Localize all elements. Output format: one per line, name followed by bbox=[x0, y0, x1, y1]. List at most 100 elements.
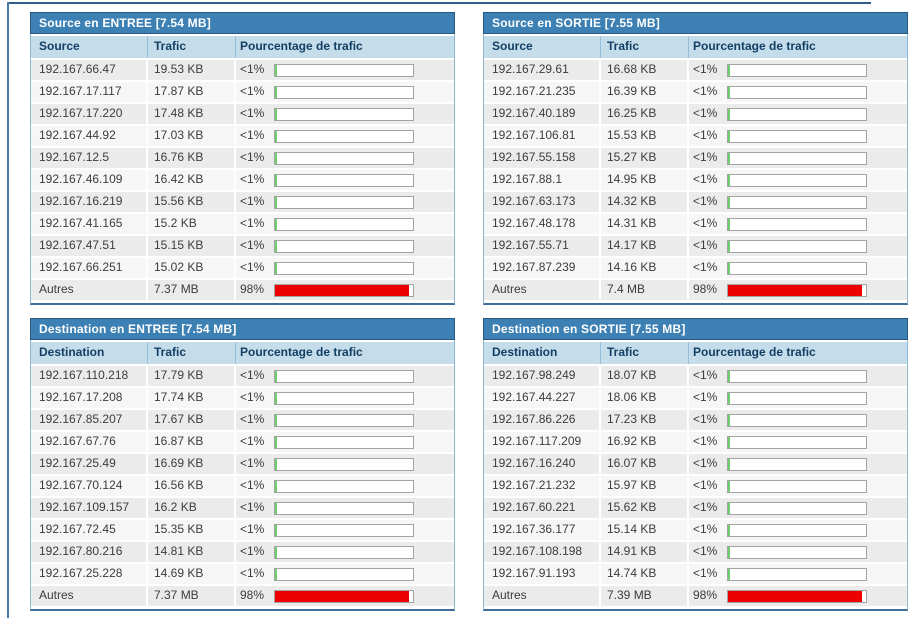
table-row: 192.167.86.226 17.23 KB <1% bbox=[484, 410, 907, 430]
traffic-percent: <1% bbox=[240, 106, 265, 120]
column-header-source: Destination bbox=[31, 342, 148, 364]
traffic-value: 16.87 KB bbox=[148, 432, 236, 452]
traffic-bar-fill bbox=[275, 480, 277, 492]
traffic-value: 14.17 KB bbox=[601, 236, 689, 256]
traffic-bar bbox=[274, 391, 414, 405]
traffic-bar-fill bbox=[728, 502, 730, 514]
traffic-bar-fill bbox=[728, 458, 730, 470]
host-address: 192.167.70.124 bbox=[31, 476, 148, 496]
traffic-bar bbox=[727, 567, 867, 581]
host-address: 192.167.88.1 bbox=[484, 170, 601, 190]
traffic-bar bbox=[274, 479, 414, 493]
traffic-bar-fill bbox=[728, 414, 730, 426]
traffic-bar-cell bbox=[274, 564, 454, 584]
traffic-value: 15.56 KB bbox=[148, 192, 236, 212]
table-title: Destination en ENTREE [7.54 MB] bbox=[39, 322, 237, 336]
traffic-bar-cell bbox=[274, 258, 454, 278]
table-title: Source en SORTIE [7.55 MB] bbox=[492, 16, 660, 30]
traffic-bar-fill bbox=[728, 262, 730, 274]
table-row: 192.167.108.198 14.91 KB <1% bbox=[484, 542, 907, 562]
traffic-value: 7.4 MB bbox=[601, 280, 689, 300]
table-row: Autres 7.39 MB 98% bbox=[484, 586, 907, 606]
traffic-percent: <1% bbox=[693, 84, 718, 98]
table-title-bar: Destination en SORTIE [7.55 MB] bbox=[483, 318, 908, 340]
column-header-traffic: Trafic bbox=[148, 342, 236, 364]
host-address: 192.167.60.221 bbox=[484, 498, 601, 518]
traffic-percent: <1% bbox=[693, 368, 718, 382]
traffic-value: 16.39 KB bbox=[601, 82, 689, 102]
traffic-value: 15.97 KB bbox=[601, 476, 689, 496]
traffic-percent: <1% bbox=[240, 194, 265, 208]
traffic-percent: 98% bbox=[240, 282, 265, 296]
traffic-table: Destination en ENTREE [7.54 MB] Destinat… bbox=[30, 318, 455, 611]
traffic-value: 7.37 MB bbox=[148, 586, 236, 606]
table-row: 192.167.109.157 16.2 KB <1% bbox=[31, 498, 454, 518]
traffic-bar-cell bbox=[727, 520, 907, 540]
traffic-bar bbox=[727, 63, 867, 77]
traffic-bar bbox=[274, 523, 414, 537]
traffic-bar bbox=[274, 107, 414, 121]
traffic-percent: <1% bbox=[693, 390, 718, 404]
table-row: 192.167.106.81 15.53 KB <1% bbox=[484, 126, 907, 146]
traffic-bar-cell bbox=[274, 432, 454, 452]
traffic-value: 19.53 KB bbox=[148, 60, 236, 80]
traffic-bar-fill bbox=[275, 152, 277, 164]
traffic-value: 14.91 KB bbox=[601, 542, 689, 562]
traffic-value: 15.02 KB bbox=[148, 258, 236, 278]
host-address: 192.167.106.81 bbox=[484, 126, 601, 146]
column-header-percentage: Pourcentage de trafic bbox=[240, 345, 363, 359]
traffic-bar-fill bbox=[275, 392, 277, 404]
traffic-percent: <1% bbox=[240, 368, 265, 382]
table-row: Autres 7.37 MB 98% bbox=[31, 280, 454, 300]
traffic-bar bbox=[727, 173, 867, 187]
traffic-percent: <1% bbox=[693, 500, 718, 514]
table-row: 192.167.25.228 14.69 KB <1% bbox=[31, 564, 454, 584]
host-address: 192.167.80.216 bbox=[31, 542, 148, 562]
traffic-bar-cell bbox=[727, 476, 907, 496]
traffic-percent: <1% bbox=[693, 522, 718, 536]
column-header-source: Destination bbox=[484, 342, 601, 364]
table-row: 192.167.44.92 17.03 KB <1% bbox=[31, 126, 454, 146]
column-header-percentage: Pourcentage de trafic bbox=[240, 39, 363, 53]
table-row: 192.167.80.216 14.81 KB <1% bbox=[31, 542, 454, 562]
traffic-percent: 98% bbox=[693, 588, 718, 602]
traffic-value: 15.35 KB bbox=[148, 520, 236, 540]
table-row: 192.167.60.221 15.62 KB <1% bbox=[484, 498, 907, 518]
traffic-bar bbox=[727, 107, 867, 121]
host-address: 192.167.66.251 bbox=[31, 258, 148, 278]
traffic-table: Source en SORTIE [7.55 MB] Source Trafic… bbox=[483, 12, 908, 305]
host-address: 192.167.63.173 bbox=[484, 192, 601, 212]
traffic-bar-cell bbox=[274, 82, 454, 102]
page-top-border-line bbox=[7, 2, 871, 4]
traffic-bar-cell bbox=[727, 214, 907, 234]
traffic-bar-fill bbox=[728, 64, 730, 76]
traffic-bar bbox=[274, 63, 414, 77]
traffic-bar-fill bbox=[728, 524, 730, 536]
traffic-bar-fill bbox=[275, 524, 277, 536]
traffic-bar-cell bbox=[727, 454, 907, 474]
table-row: 192.167.87.239 14.16 KB <1% bbox=[484, 258, 907, 278]
traffic-value: 14.32 KB bbox=[601, 192, 689, 212]
traffic-value: 17.48 KB bbox=[148, 104, 236, 124]
traffic-bar-fill bbox=[275, 86, 277, 98]
traffic-percent: <1% bbox=[240, 150, 265, 164]
table-row: 192.167.40.189 16.25 KB <1% bbox=[484, 104, 907, 124]
traffic-bar-fill bbox=[728, 392, 730, 404]
table-row: 192.167.29.61 16.68 KB <1% bbox=[484, 60, 907, 80]
table-title: Source en ENTREE [7.54 MB] bbox=[39, 16, 211, 30]
traffic-bar bbox=[274, 129, 414, 143]
traffic-value: 15.62 KB bbox=[601, 498, 689, 518]
host-address: 192.167.72.45 bbox=[31, 520, 148, 540]
traffic-value: 16.07 KB bbox=[601, 454, 689, 474]
traffic-value: 15.14 KB bbox=[601, 520, 689, 540]
table-row: 192.167.25.49 16.69 KB <1% bbox=[31, 454, 454, 474]
column-header-percentage: Pourcentage de trafic bbox=[693, 345, 816, 359]
traffic-value: 17.03 KB bbox=[148, 126, 236, 146]
table-row: 192.167.91.193 14.74 KB <1% bbox=[484, 564, 907, 584]
table-row: 192.167.47.51 15.15 KB <1% bbox=[31, 236, 454, 256]
traffic-bar-fill bbox=[275, 568, 277, 580]
traffic-bar-fill bbox=[728, 568, 730, 580]
traffic-bar bbox=[727, 283, 867, 297]
traffic-percent: <1% bbox=[240, 478, 265, 492]
traffic-bar bbox=[274, 195, 414, 209]
